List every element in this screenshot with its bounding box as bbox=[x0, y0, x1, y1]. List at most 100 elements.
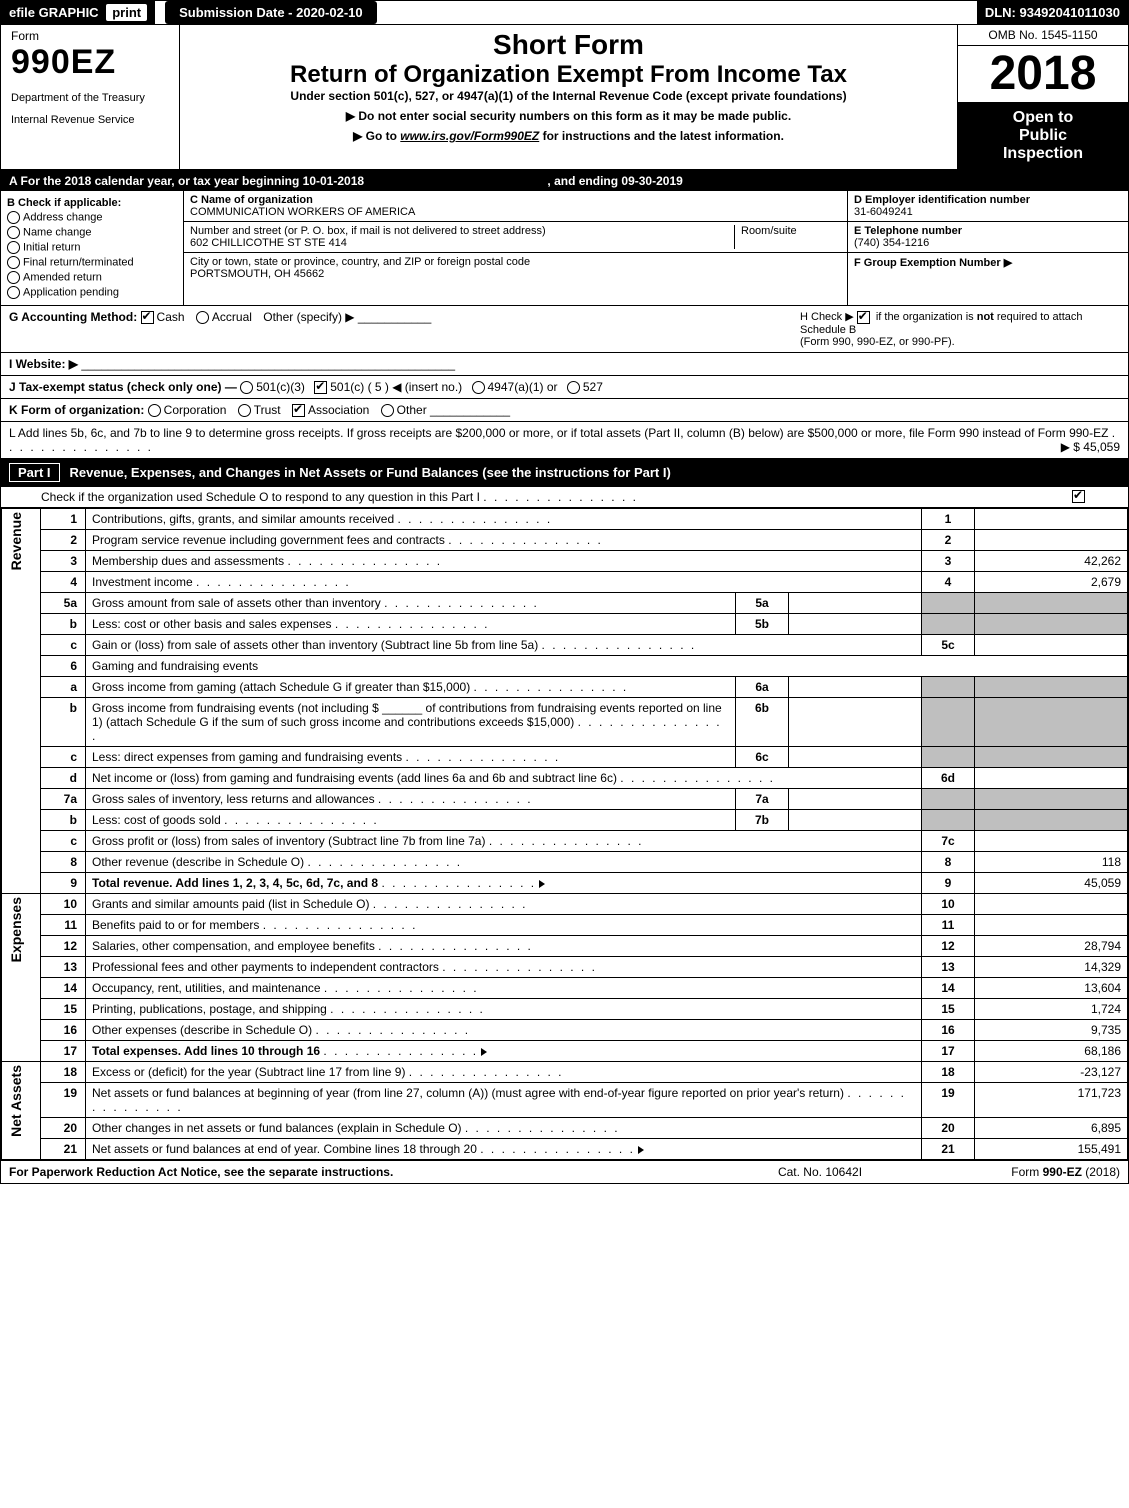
l-amount: ▶ $ 45,059 bbox=[1061, 440, 1120, 454]
line-desc: Benefits paid to or for members bbox=[86, 915, 922, 936]
line-desc: Net income or (loss) from gaming and fun… bbox=[86, 768, 922, 789]
efile-badge: efile GRAPHIC print bbox=[1, 1, 155, 24]
goto-link[interactable]: www.irs.gov/Form990EZ bbox=[400, 129, 539, 143]
line-ref-shaded bbox=[922, 593, 975, 614]
chk-initial-return[interactable]: Initial return bbox=[7, 241, 177, 254]
chk-corp[interactable] bbox=[148, 404, 161, 417]
tel-label: E Telephone number bbox=[854, 225, 962, 237]
line-ref: 1 bbox=[922, 509, 975, 530]
line-amt: 14,329 bbox=[975, 957, 1128, 978]
table-row: bLess: cost or other basis and sales exp… bbox=[2, 614, 1128, 635]
form-word: Form bbox=[11, 29, 171, 43]
line-ref: 4 bbox=[922, 572, 975, 593]
row-g: G Accounting Method: Cash Accrual Other … bbox=[9, 310, 800, 348]
line-amt: 118 bbox=[975, 852, 1128, 873]
org-name-cell: C Name of organization COMMUNICATION WOR… bbox=[184, 191, 847, 222]
line-amt-shaded bbox=[975, 698, 1128, 747]
line-amt: 171,723 bbox=[975, 1083, 1128, 1118]
chk-final-return[interactable]: Final return/terminated bbox=[7, 256, 177, 269]
header-center: Short Form Return of Organization Exempt… bbox=[180, 25, 957, 169]
row-h: H Check ▶ if the organization is not req… bbox=[800, 310, 1120, 348]
line-desc: Gross amount from sale of assets other t… bbox=[86, 593, 736, 614]
chk-schedule-o[interactable] bbox=[1072, 490, 1085, 503]
entity-block: B Check if applicable: Address change Na… bbox=[1, 191, 1128, 306]
line-number: c bbox=[41, 831, 86, 852]
line-ref: 12 bbox=[922, 936, 975, 957]
mini-line-val bbox=[789, 677, 922, 698]
chk-amended-return[interactable]: Amended return bbox=[7, 271, 177, 284]
line-ref-shaded bbox=[922, 747, 975, 768]
efile-text: efile GRAPHIC bbox=[9, 5, 99, 20]
line-desc: Occupancy, rent, utilities, and maintena… bbox=[86, 978, 922, 999]
table-row: 4Investment income 42,679 bbox=[2, 572, 1128, 593]
inspect-1: Open to bbox=[960, 109, 1126, 127]
chk-527[interactable] bbox=[567, 381, 580, 394]
mini-line-no: 6b bbox=[736, 698, 789, 747]
line-amt bbox=[975, 831, 1128, 852]
line-ref: 5c bbox=[922, 635, 975, 656]
line-desc: Net assets or fund balances at end of ye… bbox=[86, 1139, 922, 1160]
chk-trust[interactable] bbox=[238, 404, 251, 417]
chk-accrual[interactable] bbox=[196, 311, 209, 324]
chk-501c[interactable] bbox=[314, 381, 327, 394]
chk-cash[interactable] bbox=[141, 311, 154, 324]
table-row: 15Printing, publications, postage, and s… bbox=[2, 999, 1128, 1020]
line-number: 16 bbox=[41, 1020, 86, 1041]
line-ref: 9 bbox=[922, 873, 975, 894]
mini-line-val bbox=[789, 614, 922, 635]
top-bar: efile GRAPHIC print Submission Date - 20… bbox=[1, 1, 1128, 25]
table-row: dNet income or (loss) from gaming and fu… bbox=[2, 768, 1128, 789]
line-desc: Excess or (deficit) for the year (Subtra… bbox=[86, 1062, 922, 1083]
inspect-2: Public bbox=[960, 127, 1126, 145]
part1-header: Part I Revenue, Expenses, and Changes in… bbox=[1, 459, 1128, 487]
line-number: 21 bbox=[41, 1139, 86, 1160]
chk-4947[interactable] bbox=[472, 381, 485, 394]
city-label: City or town, state or province, country… bbox=[190, 256, 530, 268]
mini-line-val bbox=[789, 747, 922, 768]
mini-line-val bbox=[789, 810, 922, 831]
line-number: 20 bbox=[41, 1118, 86, 1139]
line-amt: 68,186 bbox=[975, 1041, 1128, 1062]
line-amt-shaded bbox=[975, 614, 1128, 635]
line-ref: 13 bbox=[922, 957, 975, 978]
table-row: 9Total revenue. Add lines 1, 2, 3, 4, 5c… bbox=[2, 873, 1128, 894]
line-amt-shaded bbox=[975, 677, 1128, 698]
line-desc: Grants and similar amounts paid (list in… bbox=[86, 894, 922, 915]
table-row: Net Assets18Excess or (deficit) for the … bbox=[2, 1062, 1128, 1083]
line-amt-shaded bbox=[975, 810, 1128, 831]
line-number: 9 bbox=[41, 873, 86, 894]
line-number: a bbox=[41, 677, 86, 698]
line-desc: Gaming and fundraising events bbox=[86, 656, 1128, 677]
chk-h[interactable] bbox=[857, 311, 870, 324]
chk-address-change[interactable]: Address change bbox=[7, 211, 177, 224]
row-l: L Add lines 5b, 6c, and 7b to line 9 to … bbox=[1, 422, 1128, 459]
table-row: aGross income from gaming (attach Schedu… bbox=[2, 677, 1128, 698]
line-ref: 2 bbox=[922, 530, 975, 551]
line-number: 1 bbox=[41, 509, 86, 530]
line-desc: Gain or (loss) from sale of assets other… bbox=[86, 635, 922, 656]
line-ref: 20 bbox=[922, 1118, 975, 1139]
form-header: Form 990EZ Department of the Treasury In… bbox=[1, 25, 1128, 171]
chk-501c3[interactable] bbox=[240, 381, 253, 394]
group-exemption-label: F Group Exemption Number ▶ bbox=[854, 257, 1012, 269]
line-desc: Other revenue (describe in Schedule O) bbox=[86, 852, 922, 873]
chk-name-change[interactable]: Name change bbox=[7, 226, 177, 239]
row-i: I Website: ▶ ___________________________… bbox=[1, 353, 1128, 376]
h-pre: H Check ▶ bbox=[800, 311, 854, 323]
line-amt: 28,794 bbox=[975, 936, 1128, 957]
tax-period-row: A For the 2018 calendar year, or tax yea… bbox=[1, 171, 1128, 191]
chk-application-pending[interactable]: Application pending bbox=[7, 286, 177, 299]
dln-label: DLN: 93492041011030 bbox=[977, 1, 1128, 24]
print-button[interactable]: print bbox=[106, 4, 147, 21]
line-desc: Net assets or fund balances at beginning… bbox=[86, 1083, 922, 1118]
footer-left: For Paperwork Reduction Act Notice, see … bbox=[9, 1165, 720, 1179]
chk-assoc[interactable] bbox=[292, 404, 305, 417]
line-ref: 17 bbox=[922, 1041, 975, 1062]
chk-other-org[interactable] bbox=[381, 404, 394, 417]
line-amt bbox=[975, 915, 1128, 936]
box-c: C Name of organization COMMUNICATION WOR… bbox=[184, 191, 848, 305]
footer-center: Cat. No. 10642I bbox=[720, 1165, 920, 1179]
period-begin: A For the 2018 calendar year, or tax yea… bbox=[9, 174, 364, 188]
goto-pre: ▶ Go to bbox=[353, 129, 400, 143]
header-left: Form 990EZ Department of the Treasury In… bbox=[1, 25, 180, 169]
